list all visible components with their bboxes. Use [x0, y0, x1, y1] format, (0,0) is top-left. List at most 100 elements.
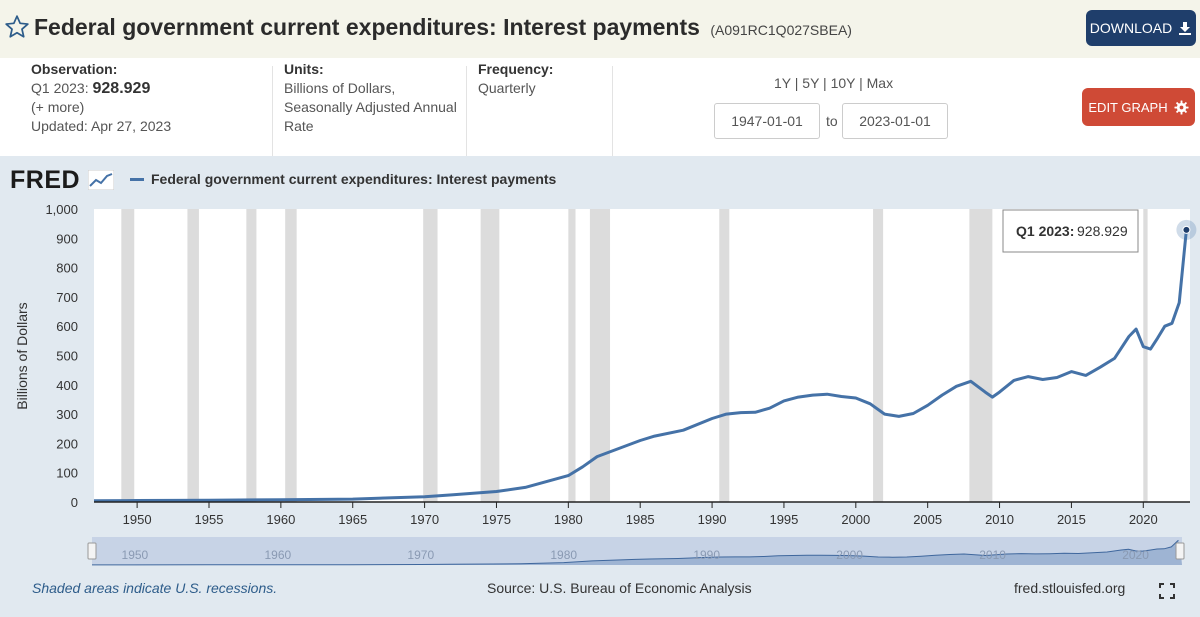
- data-point: [811, 393, 815, 397]
- data-point: [983, 390, 987, 394]
- units-line1: Billions of Dollars,: [284, 80, 396, 96]
- data-point: [990, 395, 994, 399]
- x-tick-label: 1960: [266, 512, 295, 527]
- navigator-tick-label: 1980: [550, 548, 577, 562]
- data-point: [753, 410, 757, 414]
- edit-graph-button[interactable]: EDIT GRAPH: [1082, 88, 1195, 126]
- y-tick-label: 800: [56, 261, 78, 276]
- divider: [466, 66, 467, 156]
- x-tick-label: 1985: [626, 512, 655, 527]
- navigator-tick-label: 2020: [1122, 548, 1149, 562]
- legend-swatch: [130, 177, 144, 181]
- legend-label: Federal government current expenditures:…: [151, 171, 557, 187]
- start-date-input[interactable]: 1947-01-01: [714, 103, 820, 139]
- hover-marker: [1182, 225, 1191, 234]
- data-point: [825, 392, 829, 396]
- data-point: [1113, 356, 1117, 360]
- download-icon: [1179, 22, 1192, 35]
- recession-band: [423, 209, 438, 502]
- data-point: [926, 403, 930, 407]
- x-tick-label: 1975: [482, 512, 511, 527]
- data-point: [681, 428, 685, 432]
- observation-block: Observation: Q1 2023: 928.929 (+ more) U…: [31, 60, 171, 156]
- range-links[interactable]: 1Y | 5Y | 10Y | Max: [774, 75, 894, 91]
- updated-date: Updated: Apr 27, 2023: [31, 118, 172, 134]
- data-point: [1098, 365, 1102, 369]
- fred-logo: FRED: [10, 166, 115, 195]
- range-navigator[interactable]: 1950 1960 1970 1980 1990 2000 2010 2020: [87, 537, 1185, 566]
- data-point: [969, 379, 973, 383]
- data-point: [940, 393, 944, 397]
- y-axis: 0 100 200 300 400 500 600 700 800 900 1,000: [45, 202, 78, 510]
- data-point: [638, 438, 642, 442]
- data-point: [1156, 336, 1160, 340]
- to-label: to: [826, 113, 838, 129]
- star-icon[interactable]: [4, 14, 30, 40]
- data-point: [279, 498, 283, 502]
- data-point: [1026, 375, 1030, 379]
- navigator-left-handle[interactable]: [87, 542, 97, 560]
- y-tick-label: 500: [56, 349, 78, 364]
- navigator-tick-label: 1990: [693, 548, 720, 562]
- site-link[interactable]: fred.stlouisfed.org: [1014, 580, 1126, 596]
- data-point: [1148, 347, 1152, 351]
- data-point: [710, 416, 714, 420]
- tooltip: Q1 2023: 928.929: [1002, 209, 1139, 253]
- data-point: [1127, 334, 1131, 338]
- data-point: [351, 497, 355, 501]
- series-id: (A091RC1Q027SBEA): [710, 22, 852, 38]
- download-button[interactable]: DOWNLOAD: [1086, 10, 1196, 46]
- frequency-label: Frequency:: [478, 61, 554, 77]
- recession-band: [568, 209, 576, 502]
- page-title: Federal government current expenditures:…: [34, 14, 852, 41]
- y-tick-label: 600: [56, 319, 78, 334]
- x-tick-label: 1995: [769, 512, 798, 527]
- x-tick-label: 2000: [841, 512, 870, 527]
- frequency-value: Quarterly: [478, 80, 536, 96]
- navigator-tick-label: 1960: [264, 548, 291, 562]
- observation-period: Q1 2023:: [31, 80, 89, 96]
- x-tick-label: 1965: [338, 512, 367, 527]
- edit-graph-label: EDIT GRAPH: [1088, 99, 1168, 115]
- fullscreen-icon[interactable]: [1159, 583, 1175, 599]
- x-tick-label: 1990: [698, 512, 727, 527]
- recession-band: [480, 209, 500, 502]
- download-label: DOWNLOAD: [1089, 20, 1173, 36]
- divider: [272, 66, 273, 156]
- x-tick-label: 1950: [123, 512, 152, 527]
- recession-band: [873, 209, 884, 502]
- data-point: [1141, 345, 1145, 349]
- end-date-input[interactable]: 2023-01-01: [842, 103, 948, 139]
- recession-shading: [121, 209, 1148, 502]
- x-tick-label: 2005: [913, 512, 942, 527]
- navigator-ticks: 1950 1960 1970 1980 1990 2000 2010 2020: [122, 548, 1150, 562]
- data-point: [954, 384, 958, 388]
- tooltip-label: Q1 2023:: [1016, 223, 1074, 239]
- y-tick-label: 0: [71, 495, 78, 510]
- y-tick-label: 200: [56, 436, 78, 451]
- data-point: [1069, 370, 1073, 374]
- recession-band: [187, 209, 199, 502]
- plot-area: [94, 209, 1190, 502]
- navigator-right-handle[interactable]: [1175, 542, 1185, 560]
- x-tick-label: 1970: [410, 512, 439, 527]
- navigator-tick-label: 2010: [979, 548, 1006, 562]
- data-point: [581, 465, 585, 469]
- data-point: [1134, 327, 1138, 331]
- data-point: [423, 495, 427, 499]
- navigator-tick-label: 1950: [122, 548, 149, 562]
- data-point: [494, 489, 498, 493]
- units-label: Units:: [284, 61, 324, 77]
- navigator-series: [92, 540, 1182, 565]
- series-line[interactable]: [93, 229, 1188, 503]
- y-tick-label: 700: [56, 290, 78, 305]
- data-point: [451, 493, 455, 497]
- more-link[interactable]: (+ more): [31, 99, 85, 115]
- data-point: [1041, 378, 1045, 382]
- x-tick-label: 2020: [1129, 512, 1158, 527]
- x-tick-label: 1980: [554, 512, 583, 527]
- recession-band: [969, 209, 993, 502]
- data-point: [868, 402, 872, 406]
- data-point: [595, 455, 599, 459]
